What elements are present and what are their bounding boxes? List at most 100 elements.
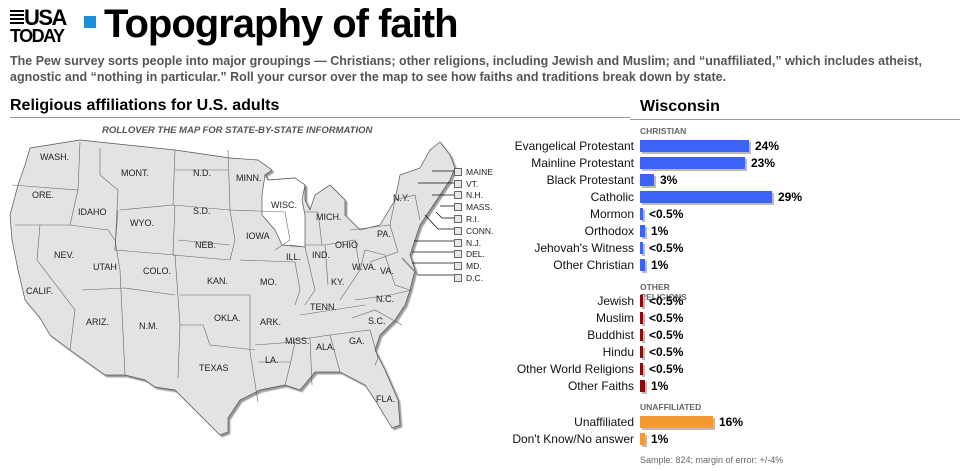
svg-text:W.VA.: W.VA. <box>352 262 376 272</box>
bar <box>640 346 643 358</box>
title-bullet-icon <box>84 16 96 28</box>
svg-text:UTAH: UTAH <box>93 262 117 272</box>
svg-text:CALIF.: CALIF. <box>26 286 53 296</box>
svg-text:KAN.: KAN. <box>207 276 228 286</box>
category-header: OTHER RELIGIONS <box>640 282 687 302</box>
bar-label: Black Protestant <box>546 173 634 187</box>
svg-text:N.D.: N.D. <box>193 168 211 178</box>
svg-text:TENN.: TENN. <box>310 302 337 312</box>
svg-text:KY.: KY. <box>331 277 344 287</box>
checkbox-icon <box>454 215 462 224</box>
state-button-vt[interactable]: VT. <box>454 178 493 190</box>
bar-value: 29% <box>778 190 803 204</box>
svg-text:NEV.: NEV. <box>54 250 74 260</box>
bar <box>640 329 643 341</box>
checkbox-icon <box>454 238 462 247</box>
bar-value: <0.5% <box>649 362 684 376</box>
bar-value: 1% <box>651 379 669 393</box>
bar-label: Unaffiliated <box>574 415 634 429</box>
state-button-md[interactable]: MD. <box>454 260 493 272</box>
bar-row: Evangelical Protestant 24% <box>0 138 960 155</box>
bar <box>640 225 645 237</box>
page-title: Topography of faith <box>104 2 459 46</box>
svg-text:VA.: VA. <box>380 266 394 276</box>
state-button-nh[interactable]: N.H. <box>454 190 493 202</box>
state-button-del[interactable]: DEL. <box>454 249 493 261</box>
bar-row: Unaffiliated 16% <box>0 414 960 431</box>
bar <box>640 242 643 254</box>
bar-label: Other World Religions <box>516 362 634 376</box>
svg-text:TEXAS: TEXAS <box>199 363 229 373</box>
state-button-mass[interactable]: MASS. <box>454 201 493 213</box>
bar-label: Evangelical Protestant <box>514 139 634 153</box>
bar-label: Other Faiths <box>567 379 634 393</box>
svg-text:N.Y.: N.Y. <box>393 193 409 203</box>
bar <box>640 416 713 428</box>
svg-text:S.D.: S.D. <box>193 206 211 216</box>
map-section-title: Religious affiliations for U.S. adults <box>10 97 280 114</box>
svg-text:LA.: LA. <box>265 355 279 365</box>
bar <box>640 433 645 445</box>
svg-text:WISC.: WISC. <box>271 200 297 210</box>
checkbox-icon <box>454 250 462 259</box>
us-map[interactable]: WASH. ORE. CALIF. IDAHO NEV. MONT. WYO. … <box>0 130 470 465</box>
state-button-maine[interactable]: MAINE <box>454 166 493 178</box>
svg-text:IDAHO: IDAHO <box>78 207 107 217</box>
usa-today-logo: USA TODAY <box>10 5 67 46</box>
bar-value: 1% <box>651 258 669 272</box>
logo-stripes-icon <box>10 10 24 26</box>
divider <box>10 117 630 118</box>
northeast-state-buttons: MAINE VT. N.H. MASS. R.I. CONN. N.J. DEL… <box>454 166 493 284</box>
bar-value: <0.5% <box>649 294 684 308</box>
svg-text:GA.: GA. <box>349 336 365 346</box>
checkbox-icon <box>454 179 462 188</box>
bar-row: Mormon <0.5% <box>0 206 960 223</box>
svg-text:ARK.: ARK. <box>260 317 281 327</box>
state-name-heading: Wisconsin <box>640 98 720 115</box>
us-outline <box>9 139 456 436</box>
sample-note: Sample: 824; margin of error: +/-4% <box>640 455 784 465</box>
svg-text:NEB.: NEB. <box>195 240 216 250</box>
bar <box>640 259 645 271</box>
bar-row: Buddhist <0.5% <box>0 327 960 344</box>
svg-text:COLO.: COLO. <box>143 266 171 276</box>
bar-row: Other Christian 1% <box>0 257 960 274</box>
bar-value: 1% <box>651 224 669 238</box>
bar-row: Don't Know/No answer 1% <box>0 431 960 448</box>
state-button-dc[interactable]: D.C. <box>454 272 493 284</box>
svg-text:WASH.: WASH. <box>40 152 69 162</box>
bar-label: Jewish <box>597 294 634 308</box>
bar-value: 16% <box>719 415 744 429</box>
svg-text:N.C.: N.C. <box>376 294 394 304</box>
intro-text: The Pew survey sorts people into major g… <box>10 54 922 84</box>
bar <box>640 312 643 324</box>
svg-text:OHIO: OHIO <box>335 240 358 250</box>
svg-text:S.C.: S.C. <box>368 316 386 326</box>
bar-label: Jehovah's Witness <box>534 241 634 255</box>
bar <box>640 140 749 152</box>
svg-text:OKLA.: OKLA. <box>214 313 241 323</box>
bar-label: Mainline Protestant <box>531 156 634 170</box>
state-button-conn[interactable]: CONN. <box>454 225 493 237</box>
svg-text:MICH.: MICH. <box>316 212 342 222</box>
bar-value: 3% <box>660 173 678 187</box>
state-button-ri[interactable]: R.I. <box>454 213 493 225</box>
bar-value: 24% <box>755 139 780 153</box>
bar <box>640 380 645 392</box>
svg-text:MISS.: MISS. <box>285 336 310 346</box>
checkbox-icon <box>454 167 462 176</box>
bar-value: <0.5% <box>649 207 684 221</box>
bar <box>640 157 745 169</box>
bar-label: Hindu <box>602 345 634 359</box>
svg-text:IOWA: IOWA <box>246 231 270 241</box>
bar-label: Catholic <box>590 190 634 204</box>
svg-text:MINN.: MINN. <box>236 173 262 183</box>
bar <box>640 295 643 307</box>
state-button-nj[interactable]: N.J. <box>454 237 493 249</box>
bar-row: Jewish <0.5% <box>0 293 960 310</box>
bar-row: Catholic 29% <box>0 189 960 206</box>
bar <box>640 363 643 375</box>
checkbox-icon <box>454 262 462 271</box>
svg-text:MONT.: MONT. <box>121 168 149 178</box>
bar-value: <0.5% <box>649 311 684 325</box>
